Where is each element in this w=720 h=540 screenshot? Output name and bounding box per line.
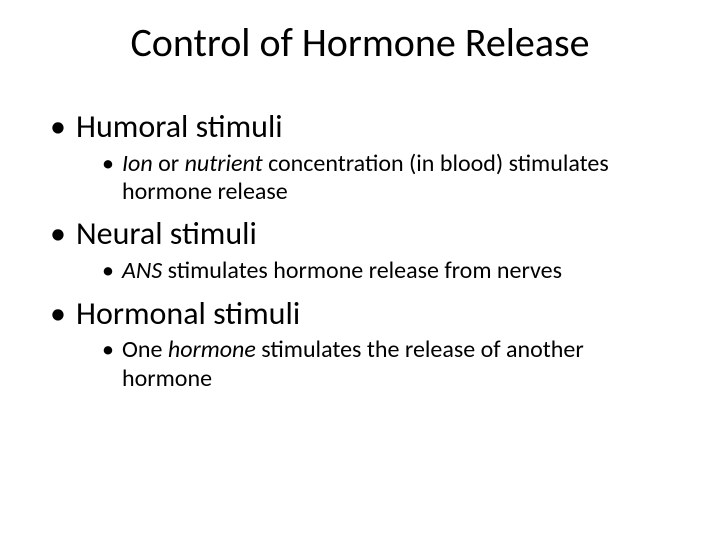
bullet-level2: •ANS stimulates hormone release from ner… [102,257,672,285]
bullet-level2-text: Ion or nutrient concentration (in blood)… [122,150,672,207]
bullet-level1: •Hormonal stimuli•One hormone stimulates… [48,296,672,393]
bullet-level2-text: ANS stimulates hormone release from nerv… [122,257,562,285]
slide: Control of Hormone Release •Humoral stim… [0,0,720,540]
bullet-dot-icon: • [102,150,122,178]
bullet-level1: •Neural stimuli•ANS stimulates hormone r… [48,216,672,285]
bullet-level2: •Ion or nutrient concentration (in blood… [102,150,672,207]
slide-body: •Humoral stimuli•Ion or nutrient concent… [48,109,672,393]
bullet-level1-text: Humoral stimuli [76,109,283,146]
bullet-dot-icon: • [102,336,122,364]
bullet-level1-text: Hormonal stimuli [76,296,300,333]
slide-title: Control of Hormone Release [48,18,672,67]
bullet-level1: •Humoral stimuli•Ion or nutrient concent… [48,109,672,206]
bullet-level2-text: One hormone stimulates the release of an… [122,336,672,393]
bullet-level1-text: Neural stimuli [76,216,257,253]
bullet-dot-icon: • [48,109,76,146]
bullet-dot-icon: • [48,216,76,253]
bullet-level2: •One hormone stimulates the release of a… [102,336,672,393]
bullet-dot-icon: • [102,257,122,285]
bullet-dot-icon: • [48,296,76,333]
